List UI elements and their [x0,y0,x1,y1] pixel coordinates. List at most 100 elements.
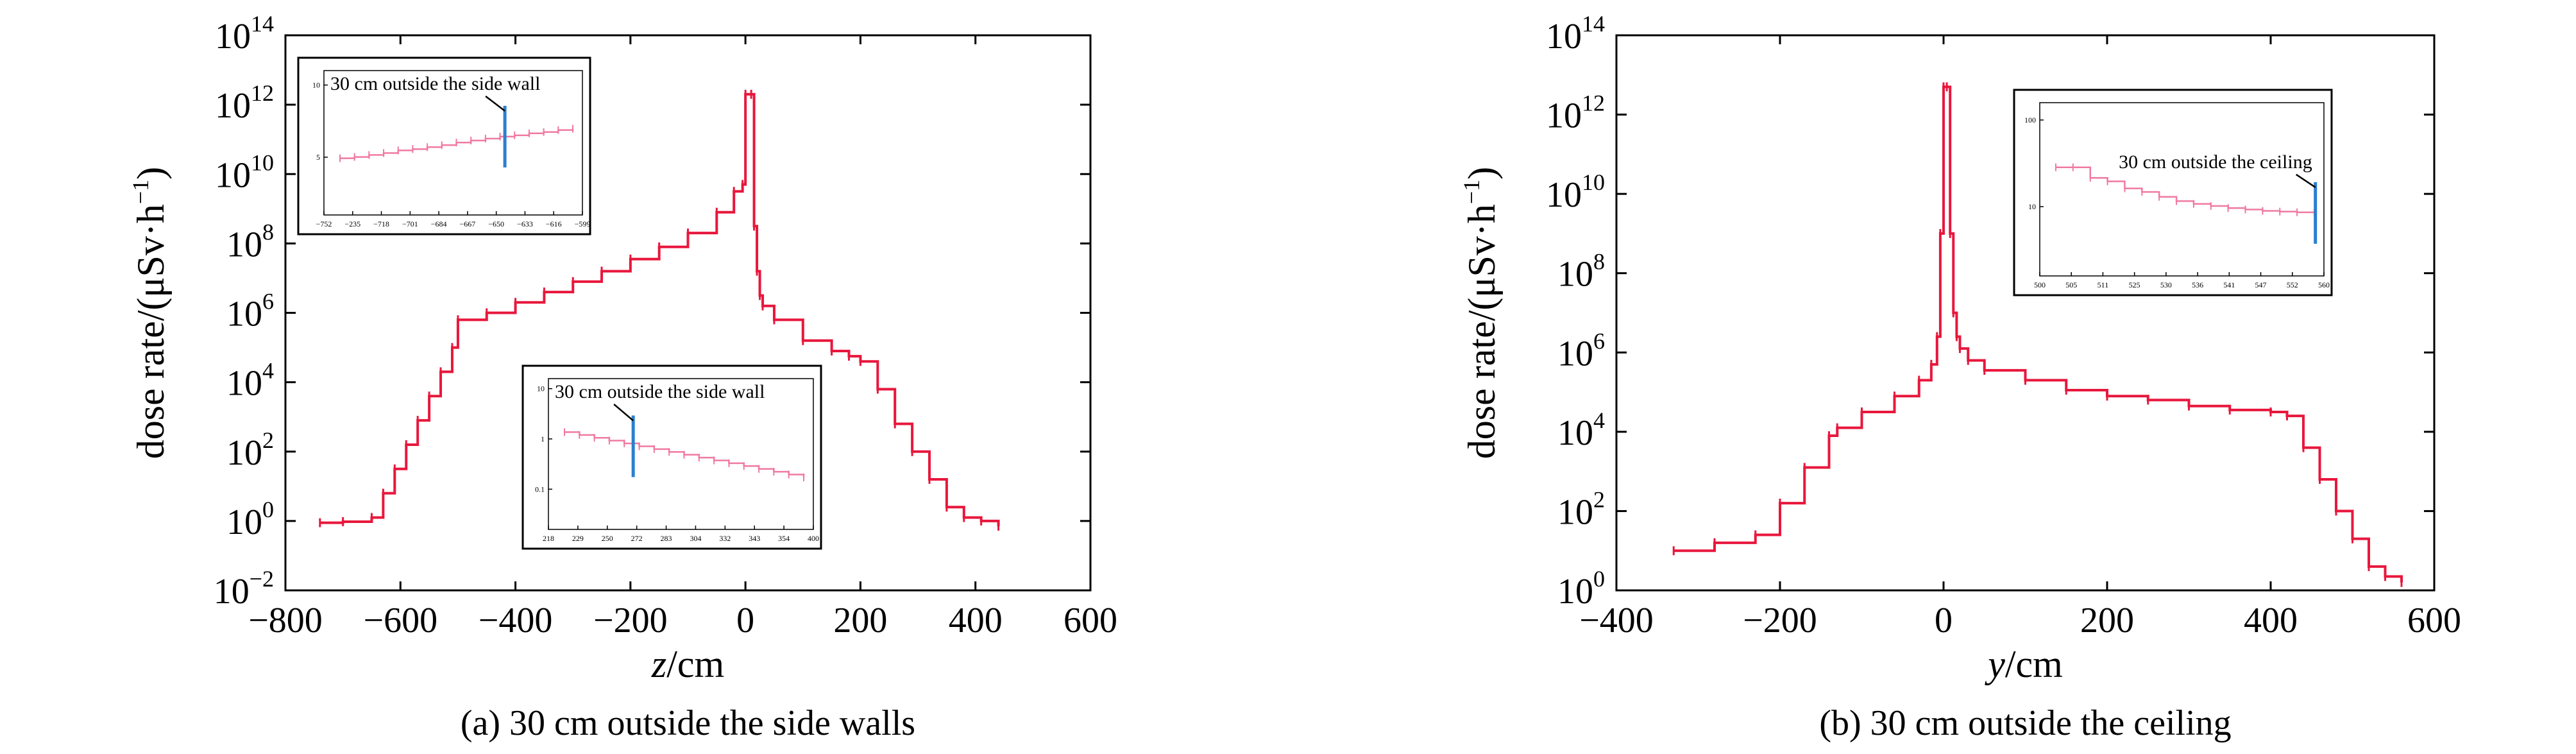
x-tick-label: −600 [363,601,437,640]
inset-x-tick-label: −616 [546,219,562,228]
y-tick-exponent: −2 [250,566,274,592]
plot-frame [1615,34,2436,592]
x-axis-unit: /cm [666,643,724,685]
annotation-leader [485,96,505,112]
y-tick-label: 1012 [215,80,274,126]
inset-x-tick-label: 283 [661,534,672,543]
inset-x-tick-label: 552 [2287,280,2298,289]
inset-x-tick-label: 500 [2034,280,2046,289]
y-tick-label: 104 [1557,407,1605,453]
inset-x-tick-label: 250 [602,534,613,543]
y-axis-label-text: dose rate/(μSv·h [1461,204,1503,459]
y-tick-label: 102 [1557,486,1605,532]
inset-y-tick-label: 10 [537,384,545,393]
x-tick-label: 200 [833,601,887,640]
x-tick-label: 0 [736,601,754,640]
x-tick-label: 600 [2407,601,2461,640]
y-tick-label: 10−2 [214,566,274,612]
inset-x-tick-label: −718 [373,219,389,228]
y-tick-base: 10 [215,86,251,126]
inset-x-tick-label: 560 [2318,280,2330,289]
y-tick-exponent: 4 [262,358,274,384]
y-tick-base: 10 [226,295,262,334]
panel-caption: (b) 30 cm outside the ceiling [1819,703,2231,743]
y-tick-label: 1010 [1546,169,1605,215]
inset-x-tick-label: 272 [631,534,643,543]
y-tick-base: 10 [1546,175,1582,215]
inset-x-tick-label: 354 [778,534,790,543]
inset-x-tick-label: 547 [2255,280,2267,289]
inset-axes [548,378,814,530]
y-tick-base: 10 [215,17,251,56]
y-tick-exponent: 14 [1582,11,1605,37]
y-tick-label: 1014 [215,11,274,56]
y-tick-exponent: 10 [251,150,274,175]
x-axis-variable: y [1984,643,2005,685]
y-tick-label: 1010 [215,150,274,195]
y-tick-label: 104 [226,358,274,404]
y-tick-base: 10 [215,155,251,195]
inset-x-tick-label: −701 [402,219,418,228]
y-tick-label: 102 [226,427,274,473]
y-tick-exponent: 2 [1593,486,1605,512]
y-tick-label: 106 [226,289,274,334]
panel-b: −400 −200 0 200 400 6001001021041061081010101… [1459,11,2461,743]
inset-x-tick-label: 530 [2160,280,2172,289]
inset-y-tick-label: 100 [2024,116,2036,124]
y-axis-label-close: ) [1461,167,1503,180]
inset-x-tick-label: −650 [488,219,504,228]
inset-axes [323,70,583,216]
y-tick-exponent: 4 [1593,407,1605,433]
inset-y-tick-label: 1 [541,434,545,443]
y-tick-exponent: 6 [262,289,274,314]
y-tick-base: 10 [226,433,262,473]
y-tick-base: 10 [226,364,262,404]
y-tick-base: 10 [226,225,262,264]
y-tick-exponent: 2 [262,427,274,453]
y-tick-base: 10 [1546,17,1582,56]
y-tick-exponent: 12 [1582,90,1605,116]
y-tick-label: 1014 [1546,11,1605,56]
inset-y-tick-label: 0.1 [535,484,545,493]
x-tick-label: −800 [248,601,323,640]
inset-top-right: 500 505 511 525 530 536 541 547 552 560 100 10 30 cm… [2013,89,2333,296]
y-tick-label: 100 [226,497,274,542]
y-tick-base: 10 [1557,572,1593,612]
y-tick-label: 106 [1557,328,1605,373]
inset-x-tick-label: 343 [749,534,760,543]
x-tick-label: 0 [1935,601,1953,640]
annotation-leader [613,404,634,422]
y-tick-base: 10 [1557,413,1593,453]
x-tick-label: −200 [593,601,668,640]
inset-x-tick-label: 218 [543,534,554,543]
y-axis-label: dose rate/(μSv·h−1) [1459,167,1503,459]
x-tick-label: 600 [1063,601,1117,640]
y-tick-label: 108 [226,219,274,264]
inset-x-tick-label: −752 [316,219,332,228]
inset-x-tick-label: 505 [2065,280,2077,289]
y-tick-exponent: 0 [262,497,274,522]
y-tick-base: 10 [1557,255,1593,295]
inset-x-tick-label: −599 [575,219,591,228]
inset-x-tick-label: 541 [2223,280,2235,289]
y-tick-base: 10 [1557,492,1593,532]
y-tick-base: 10 [1546,96,1582,136]
y-axis-label-close: ) [130,167,172,180]
x-axis-unit: /cm [2005,643,2063,685]
y-tick-base: 10 [226,502,262,542]
y-axis-label-sup: −1 [1459,180,1484,204]
y-tick-base: 10 [1557,334,1593,373]
inset-x-tick-label: −235 [344,219,360,228]
x-tick-label: 400 [2244,601,2298,640]
inset-frame [2013,89,2333,296]
y-axis-label-text: dose rate/(μSv·h [130,204,172,459]
x-tick-label: −400 [1579,601,1654,640]
inset-y-tick-label: 10 [312,81,320,90]
inset-x-tick-label: 400 [808,534,819,543]
y-tick-base: 10 [214,572,250,612]
y-tick-exponent: 6 [1593,328,1605,354]
inset-x-tick-label: −684 [431,219,447,228]
x-axis-label: y/cm [1984,643,2063,685]
x-tick-label: 200 [2080,601,2134,640]
